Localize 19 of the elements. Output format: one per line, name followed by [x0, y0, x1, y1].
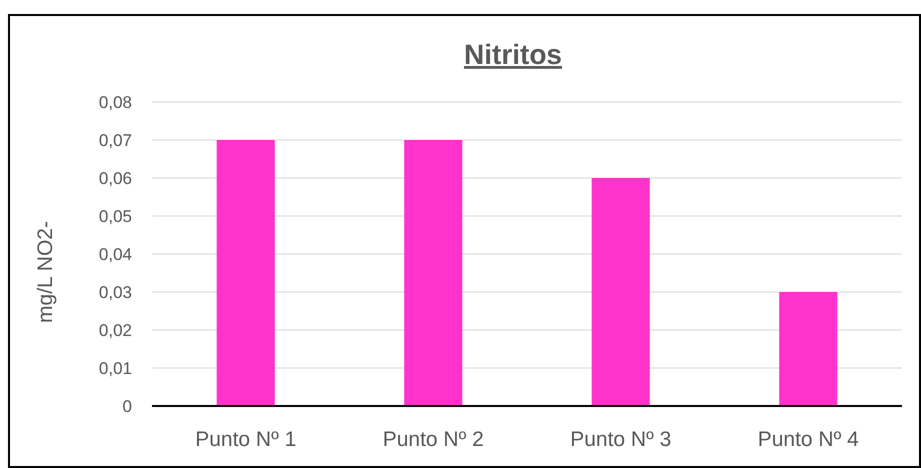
- y-tick-label: 0,04: [98, 244, 132, 264]
- bar: [592, 178, 650, 406]
- x-tick-label: Punto Nº 2: [382, 428, 484, 451]
- bar: [216, 140, 275, 406]
- y-tick-label: 0: [122, 396, 132, 416]
- y-tick-label: 0,03: [98, 282, 132, 302]
- y-tick-label: 0,06: [98, 168, 132, 188]
- x-tick-label: Punto Nº 3: [570, 428, 672, 451]
- y-tick-label: 0,05: [98, 206, 132, 226]
- bar: [779, 292, 838, 406]
- chart-title: Nitritos: [464, 39, 562, 70]
- x-tick-label: Punto Nº 1: [195, 428, 296, 451]
- bar: [404, 140, 462, 406]
- y-tick-label: 0,01: [98, 358, 132, 378]
- y-axis-title: mg/L NO2-: [34, 221, 57, 323]
- x-tick-label: Punto Nº 4: [758, 428, 860, 451]
- y-tick-label: 0,02: [98, 320, 132, 340]
- y-tick-label: 0,07: [98, 130, 132, 150]
- y-tick-label: 0,08: [98, 92, 132, 112]
